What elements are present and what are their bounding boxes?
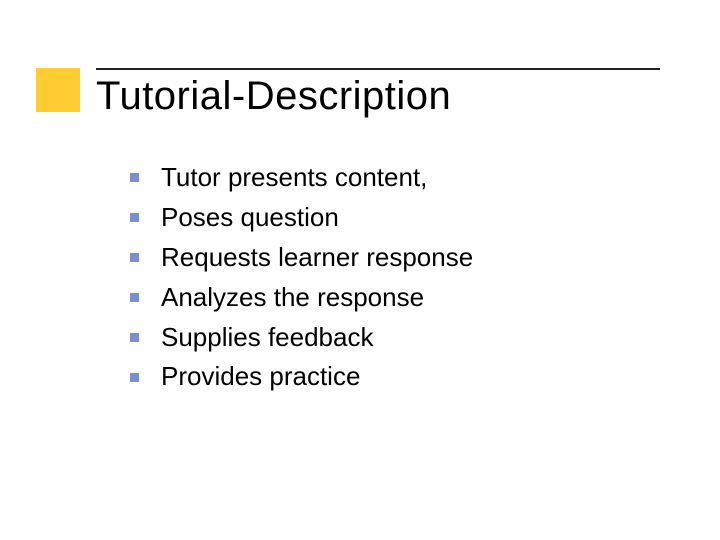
list-item-text: Supplies feedback [161, 320, 373, 356]
title-rule [96, 68, 660, 70]
slide-title: Tutorial-Description [96, 74, 660, 119]
list-item-text: Analyzes the response [161, 280, 424, 316]
accent-square [36, 68, 80, 112]
square-bullet-icon [130, 253, 139, 262]
bullet-list: Tutor presents content, Poses question R… [130, 160, 473, 399]
list-item: Analyzes the response [130, 280, 473, 316]
list-item: Supplies feedback [130, 320, 473, 356]
list-item-text: Tutor presents content, [161, 160, 427, 196]
list-item: Requests learner response [130, 240, 473, 276]
square-bullet-icon [130, 333, 139, 342]
square-bullet-icon [130, 293, 139, 302]
list-item: Poses question [130, 200, 473, 236]
list-item: Provides practice [130, 359, 473, 395]
list-item-text: Poses question [161, 200, 339, 236]
square-bullet-icon [130, 213, 139, 222]
title-block: Tutorial-Description [96, 68, 660, 119]
list-item-text: Requests learner response [161, 240, 473, 276]
list-item: Tutor presents content, [130, 160, 473, 196]
list-item-text: Provides practice [161, 359, 360, 395]
square-bullet-icon [130, 173, 139, 182]
square-bullet-icon [130, 373, 139, 382]
